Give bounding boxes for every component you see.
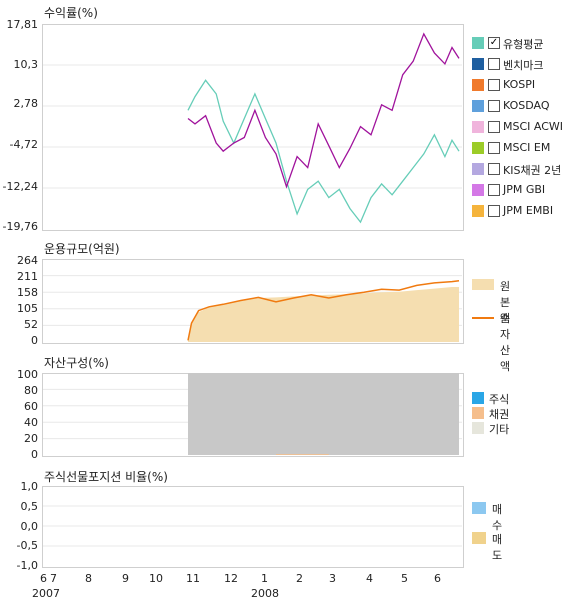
series-line-net-assets (187, 279, 460, 341)
ytick-label: 158 (17, 286, 38, 299)
legend-checkbox[interactable] (488, 79, 500, 91)
ytick-label: 0,5 (20, 500, 39, 513)
legend-label: KOSPI (503, 78, 536, 91)
ytick-label: 40 (24, 416, 38, 429)
series-area-other (188, 373, 459, 455)
ytick-label: 0 (31, 448, 38, 461)
ytick-label: -4,72 (9, 138, 38, 151)
returns-chart-panel (42, 24, 464, 231)
legend-label: KIS채권 2년 (503, 164, 562, 177)
year-label: 2008 (251, 587, 279, 600)
futures-chart-panel (42, 486, 464, 568)
legend-swatch (472, 317, 494, 319)
legend-checkbox[interactable] (488, 58, 500, 70)
ytick-label: 52 (24, 318, 38, 331)
legend-checkbox-checked[interactable]: ✓ (488, 37, 500, 49)
legend-swatch (472, 279, 494, 290)
series-area-principal (188, 287, 459, 342)
legend-checkbox[interactable] (488, 163, 500, 175)
legend-swatch (472, 100, 484, 112)
legend-label: 기타 (489, 423, 510, 436)
ytick-label: 105 (17, 302, 38, 315)
legend-label: 원본액 (500, 280, 511, 325)
xtick-label: 6 (434, 572, 441, 585)
asset-chart-title: 자산구성(%) (44, 356, 109, 370)
legend-swatch (472, 37, 484, 49)
xtick-label: 4 (366, 572, 373, 585)
ytick-label: 0,0 (20, 520, 39, 533)
ytick-label: 211 (17, 270, 38, 283)
xtick-label: 6 (40, 572, 47, 585)
legend-swatch (472, 502, 486, 514)
ytick-label: 2,78 (13, 97, 39, 110)
legend-swatch (472, 184, 484, 196)
ytick-label: 100 (17, 368, 38, 381)
futures-chart-title: 주식선물포지션 비율(%) (44, 470, 168, 484)
series-area-bond (275, 454, 329, 455)
legend-checkbox[interactable] (488, 121, 500, 133)
xtick-label: 3 (329, 572, 336, 585)
legend-label: 채권 (489, 408, 510, 421)
legend-swatch (472, 79, 484, 91)
legend-checkbox[interactable] (488, 100, 500, 112)
ytick-label: -12,24 (2, 180, 38, 193)
xtick-label: 10 (149, 572, 163, 585)
ytick-label: 60 (24, 400, 38, 413)
legend-label: MSCI ACWI (503, 120, 564, 133)
ytick-label: 0 (31, 334, 38, 347)
legend-label: KOSDAQ (503, 99, 550, 112)
legend-label: JPM EMBI (503, 204, 554, 217)
xtick-label: 8 (85, 572, 92, 585)
legend-checkbox[interactable] (488, 205, 500, 217)
legend-label: 매수 (492, 503, 503, 532)
series-line-type-average (187, 79, 460, 224)
legend-swatch (472, 422, 484, 434)
ytick-label: 80 (24, 384, 38, 397)
legend-checkbox[interactable] (488, 142, 500, 154)
legend-label: 매도 (492, 533, 503, 562)
legend-swatch (472, 142, 484, 154)
legend-label: 유형평균 (503, 38, 544, 51)
year-label: 2007 (32, 587, 60, 600)
legend-swatch (472, 407, 484, 419)
legend-label: 순자산액 (500, 312, 511, 373)
xtick-label: 1 (261, 572, 268, 585)
ytick-label: -0,5 (16, 539, 38, 552)
aum-chart-title: 운용규모(억원) (44, 242, 120, 256)
legend-checkbox[interactable] (488, 184, 500, 196)
ytick-label: 17,81 (6, 18, 39, 31)
ytick-label: 264 (17, 254, 38, 267)
ytick-label: 10,3 (13, 58, 39, 71)
xtick-label: 12 (224, 572, 238, 585)
legend-swatch (472, 205, 484, 217)
xtick-label: 5 (401, 572, 408, 585)
legend-label: MSCI EM (503, 141, 551, 154)
xtick-label: 11 (186, 572, 200, 585)
returns-chart-title: 수익률(%) (44, 6, 98, 20)
ytick-label: -1,0 (16, 559, 38, 572)
xtick-label: 2 (296, 572, 303, 585)
legend-swatch (472, 163, 484, 175)
xtick-label: 9 (122, 572, 129, 585)
legend-swatch (472, 121, 484, 133)
legend-label: JPM GBI (503, 183, 546, 196)
ytick-label: 20 (24, 432, 38, 445)
legend-swatch (472, 58, 484, 70)
legend-swatch (472, 532, 486, 544)
ytick-label: -19,76 (2, 220, 38, 233)
legend-label: 주식 (489, 393, 510, 406)
xtick-label: 7 (50, 572, 57, 585)
ytick-label: 1,0 (20, 480, 39, 493)
legend-label: 벤치마크 (503, 59, 544, 72)
series-line-fund (187, 32, 460, 189)
legend-swatch (472, 392, 484, 404)
